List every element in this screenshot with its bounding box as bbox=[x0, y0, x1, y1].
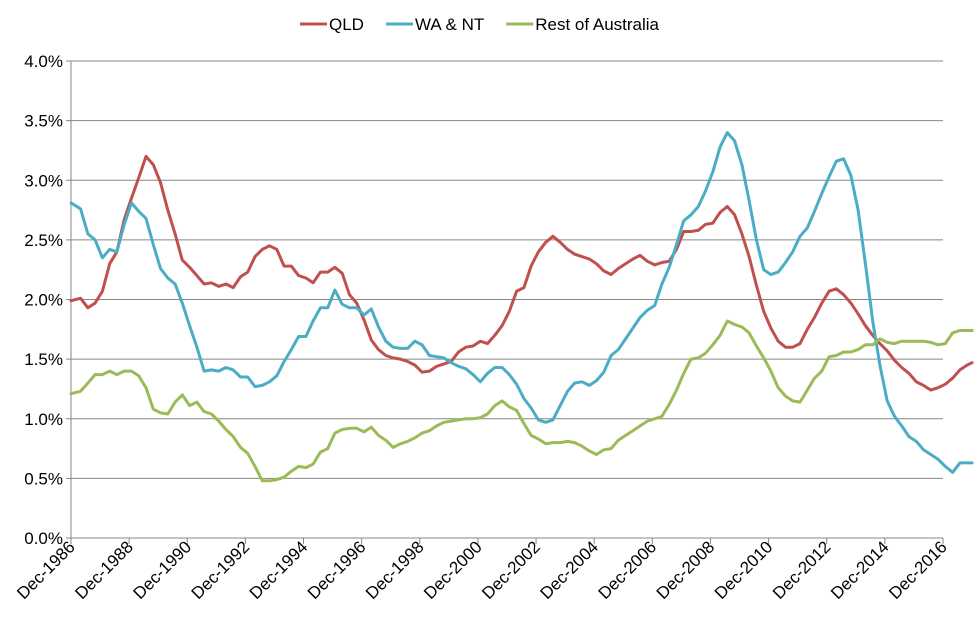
y-tick-label: 3.5% bbox=[24, 112, 63, 131]
y-tick-label: 2.5% bbox=[24, 231, 63, 250]
x-axis-tick-labels: Dec-1986Dec-1988Dec-1990Dec-1992Dec-1994… bbox=[13, 537, 951, 603]
series-line-rest-of-australia bbox=[69, 319, 974, 483]
series-line-wa-nt bbox=[69, 131, 974, 474]
x-tick-label: Dec-2000 bbox=[420, 537, 486, 603]
axes bbox=[66, 60, 944, 544]
series-line-qld bbox=[69, 154, 974, 392]
x-tick-label: Dec-2006 bbox=[595, 537, 661, 603]
x-tick-label: Dec-1992 bbox=[188, 537, 254, 603]
legend-item: QLD bbox=[300, 15, 364, 34]
y-tick-label: 3.0% bbox=[24, 171, 63, 190]
y-axis-tick-labels: 0.0% 0.5% 1.0% 1.5% 2.0% 2.5% 3.0% 3.5% 4.0% bbox=[24, 52, 63, 548]
y-tick-label: 1.0% bbox=[24, 410, 63, 429]
x-tick-label: Dec-1988 bbox=[71, 537, 137, 603]
x-tick-label: Dec-1998 bbox=[362, 537, 428, 603]
legend-label: WA & NT bbox=[415, 15, 484, 34]
x-tick-label: Dec-1990 bbox=[130, 537, 196, 603]
x-tick-label: Dec-2008 bbox=[653, 537, 719, 603]
x-tick-label: Dec-2016 bbox=[885, 537, 951, 603]
x-tick-label: Dec-2014 bbox=[827, 537, 893, 603]
y-tick-label: 1.5% bbox=[24, 350, 63, 369]
x-tick-label: Dec-2004 bbox=[536, 537, 602, 603]
x-tick-label: Dec-2010 bbox=[711, 537, 777, 603]
x-tick-label: Dec-2012 bbox=[769, 537, 835, 603]
series-lines bbox=[69, 131, 974, 483]
y-tick-label: 0.5% bbox=[24, 469, 63, 488]
legend-item: WA & NT bbox=[385, 15, 484, 34]
legend-label: QLD bbox=[329, 15, 364, 34]
gridlines bbox=[71, 60, 943, 479]
y-tick-label: 4.0% bbox=[24, 52, 63, 71]
legend-item: Rest of Australia bbox=[506, 15, 660, 34]
legend: QLD WA & NT Rest of Australia bbox=[300, 15, 660, 34]
x-tick-label: Dec-1994 bbox=[246, 537, 312, 603]
x-tick-label: Dec-1996 bbox=[304, 537, 370, 603]
x-tick-label: Dec-2002 bbox=[478, 537, 544, 603]
legend-label: Rest of Australia bbox=[535, 15, 659, 34]
y-tick-label: 2.0% bbox=[24, 291, 63, 310]
y-tick-label: 0.0% bbox=[24, 529, 63, 548]
